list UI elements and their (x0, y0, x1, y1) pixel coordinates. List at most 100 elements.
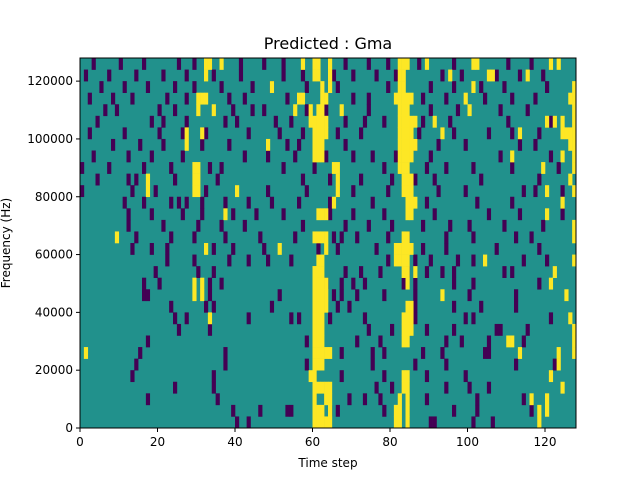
heatmap-cell-low (335, 81, 340, 93)
x-tick-label: 0 (76, 435, 84, 449)
heatmap-cell-low (335, 127, 340, 140)
heatmap-cell-high (510, 335, 515, 348)
heatmap-cell-low (382, 162, 387, 174)
heatmap-cell-high (300, 58, 306, 70)
heatmap-cell-low (204, 127, 209, 140)
heatmap-cell-low (479, 173, 484, 186)
heatmap-cell-high (297, 92, 302, 105)
heatmap-cell-low (118, 58, 123, 70)
heatmap-cell-high (529, 393, 534, 406)
x-tick-label: 120 (534, 435, 557, 449)
heatmap-cell-low (537, 277, 542, 290)
heatmap-cell-low (514, 300, 519, 313)
heatmap-cell-low (339, 347, 344, 359)
x-tick-label: 20 (150, 435, 165, 449)
heatmap-cell-high (401, 162, 406, 174)
heatmap-cell-low (548, 115, 554, 128)
heatmap-cell-high (312, 150, 317, 163)
heatmap-cell-high (424, 58, 430, 70)
heatmap-cell-high (405, 370, 410, 383)
heatmap-cell-low (459, 335, 464, 348)
heatmap-cell-low (521, 335, 526, 348)
heatmap-cell-low (207, 323, 213, 336)
heatmap-cell-high (312, 404, 317, 417)
heatmap-cell-low (304, 185, 309, 198)
heatmap-cell-low (235, 416, 240, 428)
heatmap-cell-low (382, 370, 387, 383)
heatmap-cell-low (262, 104, 267, 117)
heatmap-cell-low (176, 323, 182, 336)
heatmap-cell-high (510, 150, 515, 163)
heatmap-cell-low (145, 393, 151, 406)
heatmap-cell-high (393, 404, 399, 417)
heatmap-cell-high (211, 104, 216, 117)
heatmap-cell-high (308, 370, 313, 383)
heatmap-cell-low (475, 404, 480, 417)
heatmap-cell-low (258, 404, 263, 417)
heatmap-cell-high (572, 219, 576, 232)
heatmap-cell-low (281, 162, 286, 174)
heatmap-cell-high (312, 289, 317, 302)
heatmap-cell-low (378, 266, 383, 278)
heatmap-cell-low (529, 231, 534, 244)
heatmap-cell-high (463, 92, 468, 105)
heatmap-cell-high (405, 404, 410, 417)
heatmap-cell-high (401, 81, 406, 93)
heatmap-cell-high (200, 277, 205, 290)
heatmap-cell-low (242, 92, 247, 105)
heatmap-cell-low (211, 300, 216, 313)
heatmap-cell-low (401, 277, 406, 290)
heatmap-cell-low (219, 162, 224, 174)
heatmap-cell-low (242, 150, 247, 163)
heatmap-cell-high (397, 243, 402, 255)
heatmap-cell-low (204, 185, 209, 198)
heatmap-cell-low (351, 208, 356, 221)
heatmap-cell-low (390, 173, 395, 186)
heatmap-cell-low (355, 335, 360, 348)
heatmap-cell-low (467, 289, 472, 302)
heatmap-cell-high (397, 393, 402, 406)
heatmap-cell-high (320, 312, 325, 325)
heatmap-cell-low (517, 69, 523, 82)
heatmap-cell-high (560, 381, 565, 394)
heatmap-cell-high (192, 277, 197, 290)
heatmap-cell-low (231, 243, 236, 255)
heatmap-cell-low (157, 277, 162, 290)
heatmap-cell-low (227, 92, 232, 105)
heatmap-cell-high (316, 69, 321, 82)
heatmap-cell-high (312, 115, 317, 128)
heatmap-cell-low (537, 127, 542, 140)
heatmap-cell-low (343, 266, 348, 278)
heatmap-cell-high (545, 208, 550, 221)
heatmap-cell-high (277, 243, 282, 255)
heatmap-cell-low (126, 208, 131, 221)
heatmap-cell-low (494, 69, 499, 82)
heatmap-cell-low (91, 150, 96, 163)
heatmap-cell-low (246, 416, 251, 428)
heatmap-cell-low (343, 219, 348, 232)
heatmap-cell-high (397, 92, 402, 105)
heatmap-cell-high (471, 81, 476, 93)
heatmap-cell-high (312, 58, 317, 70)
heatmap-cell-high (560, 196, 565, 209)
heatmap-cell-low (545, 254, 550, 267)
heatmap-cell-high (393, 416, 399, 428)
heatmap-cell-high (560, 150, 565, 163)
heatmap-cell-high (320, 231, 325, 244)
heatmap-cell-low (428, 104, 433, 117)
heatmap-cell-low (328, 173, 333, 186)
heatmap-cell-low (382, 404, 387, 417)
heatmap-cell-low (200, 138, 205, 151)
heatmap-cell-high (409, 196, 414, 209)
heatmap-cell-low (545, 81, 550, 93)
heatmap-cell-high (316, 127, 321, 140)
heatmap-cell-low (339, 277, 344, 290)
heatmap-cell-low (552, 358, 557, 371)
heatmap-cell-high (312, 266, 317, 278)
heatmap-cell-high (405, 243, 410, 255)
heatmap-cell-low (533, 185, 538, 198)
heatmap-cell-high (324, 381, 329, 394)
heatmap-cell-low (281, 58, 286, 70)
heatmap-cell-low (390, 381, 395, 394)
heatmap-cell-high (312, 323, 317, 336)
